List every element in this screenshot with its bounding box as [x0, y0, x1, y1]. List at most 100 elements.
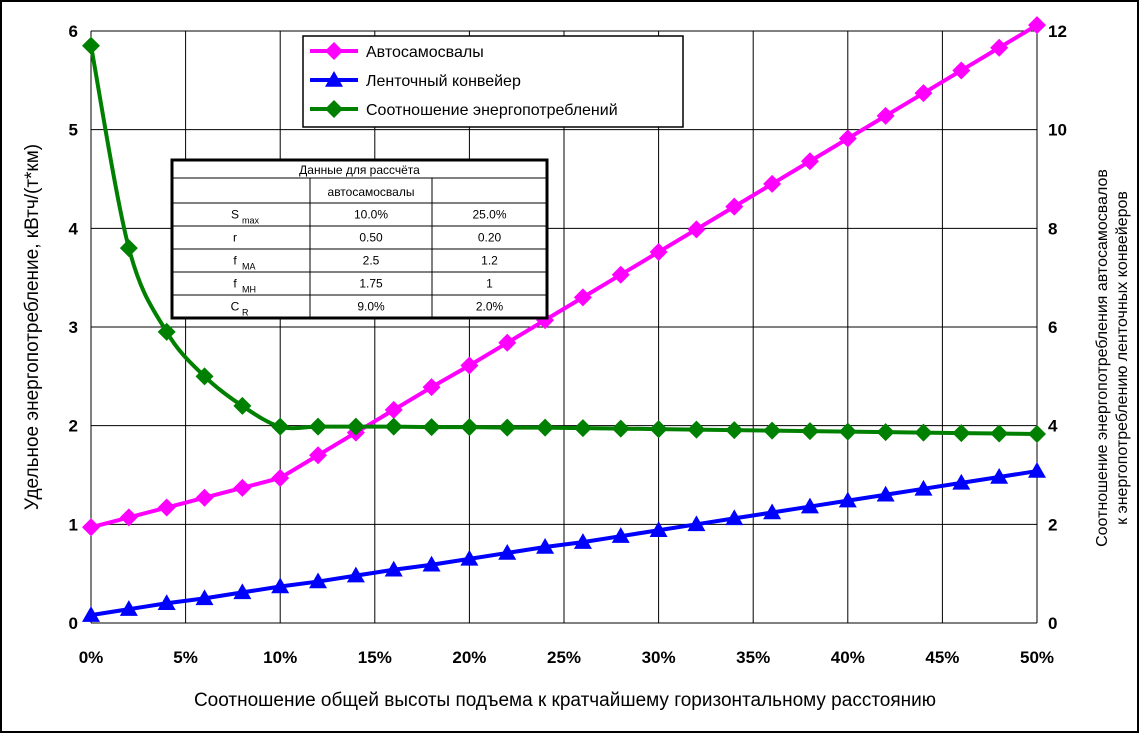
legend-item: Автосамосвалы: [310, 42, 484, 61]
series-point: [876, 106, 895, 125]
series-point: [800, 497, 819, 514]
tick-labels: 0% 5% 10% 15% 20% 25% 30% 35% 40% 45% 50%012345602…: [69, 22, 1067, 667]
series-point: [233, 478, 252, 497]
series-0: [82, 16, 1046, 537]
legend-item: Ленточный конвейер: [310, 71, 521, 90]
series-point: [800, 422, 819, 441]
table-value-a: 2.5: [363, 254, 380, 268]
table-column-header: автосамосвалы: [328, 185, 415, 199]
series-point: [422, 555, 441, 572]
y2-tick-label: 6: [1048, 318, 1057, 337]
series-point: [82, 518, 100, 537]
table-value-b: 2.0%: [476, 300, 504, 314]
series-point: [346, 566, 365, 583]
legend: Автосамосвалы Ленточный конвейер Соотношен…: [302, 35, 684, 128]
x-tick-label: 15%: [358, 648, 392, 667]
table-symbol: f: [233, 277, 237, 291]
y2-tick-label: 8: [1048, 219, 1057, 238]
series-1: [82, 462, 1046, 622]
y-tick-label: 2: [69, 417, 78, 436]
series-point: [119, 600, 138, 616]
table-symbol-subscript: MH: [242, 285, 256, 295]
series-point: [1028, 425, 1046, 444]
table-symbol-subscript: R: [242, 308, 249, 318]
y-tick-label: 3: [69, 318, 78, 337]
table-symbol-subscript: MA: [242, 262, 256, 272]
series-point: [573, 288, 592, 307]
table-value-a: 0.50: [359, 231, 383, 245]
series-point: [157, 322, 176, 341]
series-point: [725, 509, 744, 526]
legend-label: Ленточный конвейер: [366, 73, 521, 90]
series-point: [952, 424, 971, 443]
series-point: [990, 467, 1009, 484]
table-title: Данные для рассчёта: [299, 163, 420, 177]
series-point: [838, 422, 857, 441]
legend-marker: [325, 71, 343, 87]
series-point: [838, 491, 857, 508]
series-point: [1028, 462, 1046, 478]
table-symbol: r: [233, 231, 237, 245]
series-point: [119, 239, 138, 258]
series-point: [157, 498, 176, 517]
y-tick-label: 4: [69, 219, 79, 238]
series-point: [271, 468, 290, 487]
series-point: [649, 420, 668, 439]
series-point: [952, 61, 971, 80]
series-point: [687, 515, 706, 532]
x-tick-label: 30%: [642, 648, 676, 667]
series-point: [233, 583, 252, 600]
series-point: [82, 606, 100, 622]
series-point: [309, 572, 328, 589]
y-axis-title: Удельное энергопотребление, кВтч/(т*км): [22, 144, 43, 510]
series-point: [195, 589, 214, 606]
series-2: [82, 36, 1046, 444]
series-point: [309, 446, 328, 465]
table-value-b: 0.20: [478, 231, 502, 245]
x-axis-title: Соотношение общей высоты подъема к кратч…: [194, 690, 936, 711]
series-point: [649, 243, 668, 262]
legend-item: Соотношение энергопотреблений: [310, 100, 618, 119]
series-point: [346, 417, 365, 436]
series-point: [384, 417, 403, 436]
series-point: [611, 265, 630, 284]
table-value-a: 10.0%: [354, 208, 388, 222]
series-point: [687, 420, 706, 439]
legend-marker: [325, 42, 343, 60]
series-point: [460, 356, 479, 375]
series-point: [763, 503, 782, 520]
table-symbol-subscript: max: [242, 216, 260, 226]
y2-axis-title-line2: к энергопотреблению ленточных конвейеров: [1114, 191, 1131, 525]
series-point: [914, 84, 933, 103]
x-tick-label: 10%: [263, 648, 297, 667]
series-point: [498, 543, 517, 560]
table-value-b: 25.0%: [472, 208, 506, 222]
series-point: [422, 378, 441, 397]
series-point: [990, 424, 1009, 443]
y-tick-label: 0: [69, 614, 78, 633]
x-tick-label: 35%: [736, 648, 770, 667]
x-tick-label: 50%: [1020, 648, 1054, 667]
series-point: [536, 538, 555, 554]
series-point: [536, 418, 555, 437]
series-point: [649, 521, 668, 538]
series-point: [838, 129, 857, 148]
series-point: [384, 400, 403, 419]
parameters-table: Данные для рассчёта автосамосвалы S max 10.0…: [170, 158, 549, 320]
series-point: [157, 594, 176, 611]
table-symbol: C: [231, 300, 240, 314]
table-frame: [170, 158, 549, 320]
x-tick-label: 45%: [925, 648, 959, 667]
x-tick-label: 25%: [547, 648, 581, 667]
series-point: [233, 396, 252, 415]
table-value-b: 1.2: [481, 254, 498, 268]
series-point: [876, 485, 895, 502]
series-point: [952, 473, 971, 490]
x-tick-label: 0%: [79, 648, 104, 667]
y2-axis-title-line1: Соотношение энергопотребления автосамосв…: [1094, 169, 1111, 547]
series-point: [384, 560, 403, 577]
x-tick-label: 20%: [452, 648, 486, 667]
series-point: [422, 418, 441, 437]
table-symbol: f: [233, 254, 237, 268]
series-point: [763, 174, 782, 193]
